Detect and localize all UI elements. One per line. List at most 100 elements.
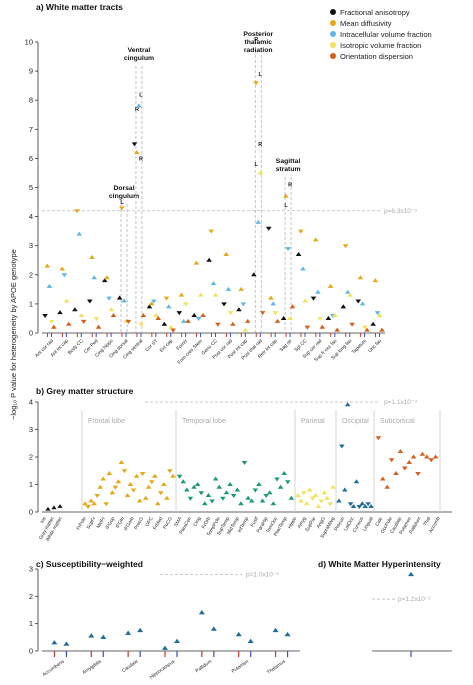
panel-a-y-tick-label-6: 6 [29,154,33,163]
panel-b-x-label-25: Hippo [287,516,299,530]
panel-c-x-label-4: Pallidum [194,659,213,674]
panel-a-point-s0-1 [57,310,63,315]
panel-a-point-s1-0 [44,263,51,268]
panel-a-point-s0-17 [295,251,302,256]
panel-a-point-s4-19 [334,327,341,332]
legend: Fractional anisotropy Mean diffusivity I… [330,8,432,61]
panel-a-point-s2-12 [225,286,232,291]
panel-b-point-r3-3 [344,402,351,407]
panel-b-point-r1-5 [194,481,201,487]
panel-c-point-r-3 [174,638,180,644]
panel-a-point-s3-13 [242,327,249,332]
panel-a-point-s0-6 [131,142,138,147]
panel-a-point-s2-0 [46,283,53,288]
panel-a-point-s2-3 [91,275,97,280]
panel-a-point-s4-10 [200,313,206,318]
panel-b-point-r0-19 [139,471,146,477]
legend-dot-2 [330,31,336,37]
panel-b-point-r0-22 [148,480,155,485]
panel-b-point-r0-23 [151,473,158,478]
panel-b-y-tick-label-3: 3 [29,425,33,434]
panel-a-point-s2-20 [344,289,351,294]
panel-a-point-s1-15 [268,295,274,300]
panel-b-point-r0-24 [155,501,161,506]
panel-a-side-marker-9: R [288,183,292,189]
panel-b-point-r3-6 [353,479,360,484]
panel-a-point-s1-16 [283,193,289,198]
panel-b-threshold-label: p=1.1x10⁻⁴ [384,399,417,406]
panel-b-region-label-4: Subcortical [380,418,415,425]
panel-a-y-tick-label-4: 4 [29,212,33,221]
panel-b-point-r3-0 [336,498,342,503]
panel-b-point-r0-29 [170,473,176,478]
panel-b-x-label-16: FrOrb [201,516,213,530]
panel-b-x-label-3: FrPole [75,516,87,532]
panel-a-y-tick-label-5: 5 [29,183,33,192]
y-axis-label: −log₁₀ P value for heterogeneity by APOE… [9,249,18,420]
panel-b-point-r0-14 [124,492,131,498]
panel-c-y-tick-label-2: 2 [29,592,33,601]
panel-a-point-s1-12 [223,251,230,256]
panel-b-x-label-4: SupFr [86,516,98,531]
legend-item-1: Mean diffusivity [330,19,392,28]
panel-b-point-r2-6 [312,492,319,498]
panel-b-point-r2-9 [321,490,328,495]
panel-b-x-label-39: Thal [422,516,432,527]
panel-d-title: d) White Matter Hyperintensity [318,559,441,569]
panel-a-point-s0-7 [146,304,153,309]
panel-a-point-s4-20 [349,322,355,327]
panel-a-point-s4-14 [259,311,266,316]
panel-a-point-s1-7 [148,301,155,306]
panel-b-point-r2-8 [318,499,325,504]
panel-a-point-s1-3 [89,254,95,259]
panel-b-point-r2-10 [324,495,331,500]
panel-b-point-r1-7 [202,501,208,506]
legend-label-2: Intracellular volume fraction [340,30,432,39]
panel-a-x-label-9: Fornix [175,338,189,352]
panel-b-point-r1-18 [241,460,248,466]
panel-a-y-tick-label-0: 0 [29,329,33,338]
legend-dot-4 [330,53,336,59]
panel-b-point-r1-21 [252,488,259,493]
panel-a-point-s4-13 [244,318,251,323]
panel-b-region-label-0: Frontal lobe [88,418,125,425]
panel-b-point-r0-3 [91,501,97,506]
panel-a-point-s2-1 [61,273,68,278]
panel-b-point-r1-3 [187,496,194,501]
panel-c-point-r-1 [100,634,107,639]
panel-b-point-r0-18 [136,498,143,503]
panel-a-point-s2-4 [106,296,112,301]
panel-b-x-label-26: Amyg [296,516,307,530]
panel-b-point-r2-12 [330,484,336,489]
panel-c-point-l-6 [272,627,279,633]
panel-a-point-s1-13 [238,286,244,291]
panel-c-x-label-2: Caudate [121,659,140,675]
panel-b-point-r1-1 [180,479,187,484]
panel-c-point-r-5 [247,638,254,644]
panel-a-point-s3-17 [302,298,308,303]
legend-label-3: Isotropic volume fraction [340,41,421,50]
panel-b-point-r3-4 [347,502,354,507]
panel-a-point-s4-22 [379,327,385,332]
panel-b-point-r4-0 [375,436,382,441]
panel-a-point-s0-8 [161,321,168,326]
panel-b-point-r1-26 [270,501,277,506]
panel-b-point-r2-1 [298,498,304,503]
panel-b-point-r3-2 [341,487,348,492]
panel-b-point-r1-11 [216,484,223,489]
panel-c-x-label-0: Accumbens [42,658,66,678]
legend-item-4: Orientation dispersion [330,52,413,61]
panel-b-point-r1-2 [184,487,190,492]
panel-a-point-s3-6 [138,322,144,327]
panel-b-point-r0-26 [161,481,167,487]
panel-c-title: c) Susceptibility−weighted [36,559,143,569]
panel-b-point-r0-21 [145,484,152,489]
panel-a-x-label-8: Ext cap [159,338,175,354]
panel-b-region-label-3: Occipital [342,418,369,425]
panel-b-x-label-15: Cing [192,516,202,528]
panel-a-point-s1-5 [119,206,125,211]
panel-a-point-s3-3 [93,316,100,321]
panel-b-point-r1-20 [248,498,255,503]
panel-a-point-s4-9 [185,318,191,323]
panel-b-point-r0-8 [106,470,113,476]
